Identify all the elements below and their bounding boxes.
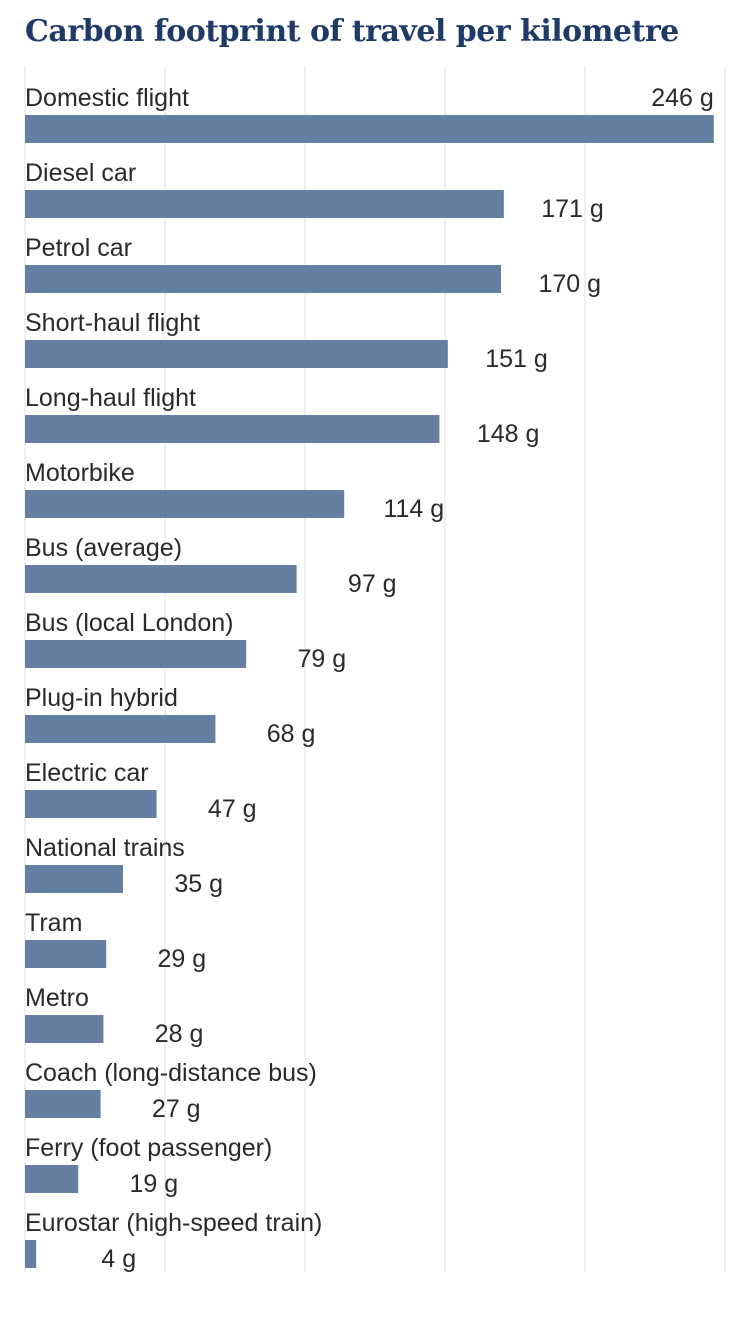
category-label: Tram — [25, 909, 82, 937]
bar — [25, 1240, 37, 1268]
category-label: Electric car — [25, 759, 149, 787]
bar — [25, 790, 157, 818]
category-label: Diesel car — [25, 159, 136, 187]
value-label: 4 g — [101, 1245, 136, 1273]
bar — [25, 1090, 101, 1118]
category-label: Ferry (foot passenger) — [25, 1134, 272, 1162]
value-label: 79 g — [298, 645, 347, 673]
value-label: 170 g — [538, 270, 601, 298]
bar — [25, 490, 345, 518]
chart-title: Carbon footprint of travel per kilometre — [25, 14, 679, 49]
category-label: Coach (long-distance bus) — [25, 1059, 317, 1087]
value-label: 28 g — [155, 1020, 204, 1048]
value-label: 97 g — [348, 570, 397, 598]
value-label: 27 g — [152, 1095, 201, 1123]
bar — [25, 1015, 104, 1043]
value-label: 171 g — [541, 195, 604, 223]
value-label: 29 g — [158, 945, 207, 973]
category-label: Long-haul flight — [25, 384, 196, 412]
category-label: Petrol car — [25, 234, 132, 262]
value-label: 47 g — [208, 795, 257, 823]
value-label: 151 g — [485, 345, 548, 373]
bars — [25, 115, 714, 1268]
value-label: 35 g — [174, 870, 223, 898]
value-label: 148 g — [477, 420, 540, 448]
bar — [25, 715, 216, 743]
category-label: Domestic flight — [25, 84, 189, 112]
bar — [25, 340, 448, 368]
category-label: Eurostar (high-speed train) — [25, 1209, 322, 1237]
bar — [25, 415, 440, 443]
labels: Domestic flight 246 g Diesel car 171 g Petro… — [25, 84, 714, 1273]
value-label: 114 g — [383, 495, 444, 523]
value-label: 68 g — [267, 720, 316, 748]
bar — [25, 940, 107, 968]
category-label: Short-haul flight — [25, 309, 200, 337]
bar — [25, 565, 297, 593]
bar — [25, 265, 501, 293]
category-label: Motorbike — [25, 459, 135, 487]
bar — [25, 865, 123, 893]
category-label: Metro — [25, 984, 89, 1012]
bar — [25, 190, 504, 218]
bar — [25, 640, 247, 668]
category-label: Plug-in hybrid — [25, 684, 178, 712]
value-label: 246 g — [651, 84, 714, 112]
value-label: 19 g — [130, 1170, 179, 1198]
bar — [25, 1165, 79, 1193]
category-label: Bus (average) — [25, 534, 182, 562]
bar — [25, 115, 714, 143]
category-label: National trains — [25, 834, 185, 862]
category-label: Bus (local London) — [25, 609, 233, 637]
